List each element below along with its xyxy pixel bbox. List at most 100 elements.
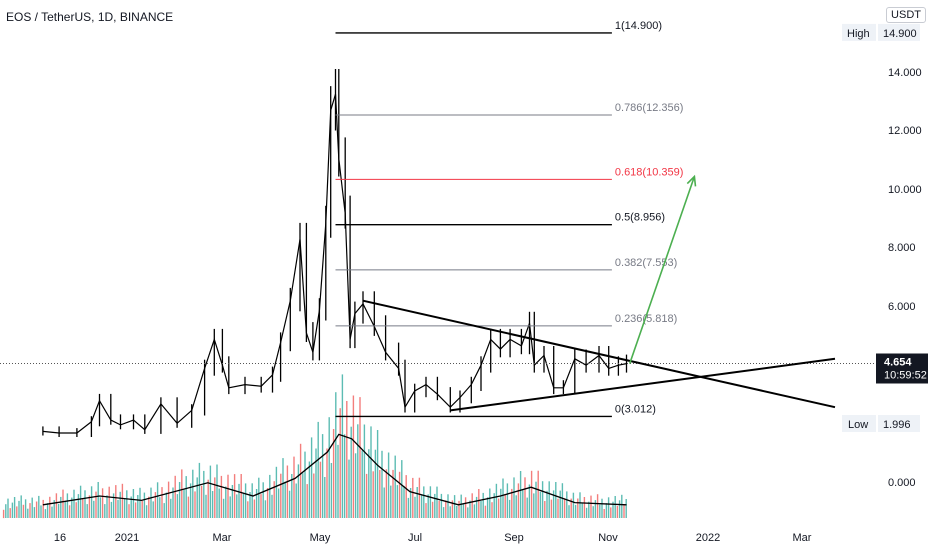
volume-bar — [251, 483, 253, 518]
volume-bar — [504, 494, 506, 518]
volume-bar — [280, 473, 282, 518]
volume-bar — [522, 490, 524, 518]
projection-arrow-head — [686, 174, 697, 187]
volume-bar — [383, 487, 385, 518]
volume-bar — [348, 459, 350, 518]
volume-bar — [115, 485, 117, 518]
volume-bar — [253, 499, 256, 518]
volume-bar — [308, 461, 311, 518]
volume-bar — [616, 505, 619, 518]
low-value: 1.996 — [883, 419, 911, 431]
volume-bar — [621, 494, 623, 518]
currency-button[interactable]: USDT — [886, 7, 926, 23]
volume-bar — [458, 500, 460, 518]
volume-bar — [528, 484, 531, 518]
volume-bar — [249, 492, 251, 518]
volume-bar — [231, 485, 234, 518]
volume-bar — [343, 434, 346, 518]
volume-bar — [302, 473, 304, 518]
volume-bar — [216, 464, 218, 518]
volume-bar — [88, 495, 91, 518]
volume-bar — [205, 494, 207, 518]
volume-bar — [46, 503, 49, 518]
fib-level-label: 0(3.012) — [615, 403, 656, 415]
volume-bar — [130, 496, 132, 518]
volume-bar — [194, 491, 196, 518]
volume-bar — [449, 506, 451, 518]
volume-bar — [174, 475, 176, 518]
volume-bar — [535, 481, 537, 518]
volume-bar — [445, 500, 447, 518]
volume-bar — [379, 470, 381, 518]
y-tick-label: 0.000 — [888, 477, 916, 489]
x-tick-label: Sep — [504, 532, 524, 544]
volume-bar — [361, 450, 363, 518]
volume-bar — [583, 497, 586, 518]
volume-bar — [35, 501, 38, 518]
price-line — [42, 94, 627, 434]
volume-bar — [176, 494, 179, 518]
volume-bar — [625, 499, 627, 518]
volume-bar — [269, 474, 271, 518]
volume-bar — [425, 503, 427, 518]
volume-bar — [434, 493, 436, 518]
volume-bar — [244, 483, 247, 518]
volume-bar — [537, 470, 539, 518]
volume-bar — [405, 475, 407, 518]
volume-bar — [258, 477, 260, 518]
volume-bar — [156, 482, 159, 518]
volume-bar — [548, 481, 550, 518]
volume-bar — [390, 485, 392, 518]
volume-bar — [275, 466, 278, 518]
volume-bar — [33, 507, 36, 518]
y-tick-label: 6.000 — [888, 301, 916, 313]
volume-bar — [599, 504, 601, 518]
volume-bar — [141, 500, 143, 518]
volume-bar — [524, 477, 526, 518]
y-tick-label: 8.000 — [888, 242, 916, 254]
volume-bar — [288, 490, 291, 518]
volume-bar — [2, 509, 5, 519]
volume-bar — [128, 504, 130, 518]
volume-bar — [55, 493, 58, 518]
volume-bar — [618, 500, 621, 518]
volume-bar — [260, 494, 262, 518]
volume-bar — [401, 460, 403, 518]
x-tick-label: Nov — [598, 532, 618, 544]
volume-bar — [77, 494, 80, 518]
volume-bar — [266, 488, 269, 518]
last-price-label: 4.654 — [884, 357, 912, 369]
volume-bar — [427, 494, 429, 518]
volume-bar — [31, 497, 33, 518]
volume-bar — [423, 486, 425, 518]
volume-bar — [365, 473, 368, 518]
volume-bar — [121, 483, 124, 518]
volume-bar — [539, 491, 542, 518]
volume-bar — [420, 495, 423, 518]
volume-bar — [18, 500, 20, 518]
volume-bar — [502, 478, 504, 518]
high-value: 14.900 — [883, 28, 917, 40]
volume-bar — [82, 498, 84, 518]
volume-bar — [200, 485, 203, 518]
x-tick-label: Jul — [408, 532, 422, 544]
volume-bar — [119, 491, 121, 518]
volume-bar — [154, 492, 157, 518]
volume-bar — [297, 464, 300, 518]
volume-bar — [62, 489, 64, 518]
volume-bar — [533, 493, 535, 518]
volume-bar — [473, 504, 476, 518]
volume-bar — [566, 491, 568, 518]
volume-bar — [612, 501, 614, 518]
volume-bar — [484, 505, 487, 518]
volume-bar — [577, 498, 579, 518]
volume-bar — [530, 470, 533, 518]
volume-bar — [328, 417, 330, 518]
volume-bar — [304, 451, 306, 518]
low-label-bg — [842, 415, 876, 432]
volume-bar — [286, 465, 289, 518]
volume-bar — [233, 474, 236, 518]
volume-bar — [273, 481, 275, 518]
